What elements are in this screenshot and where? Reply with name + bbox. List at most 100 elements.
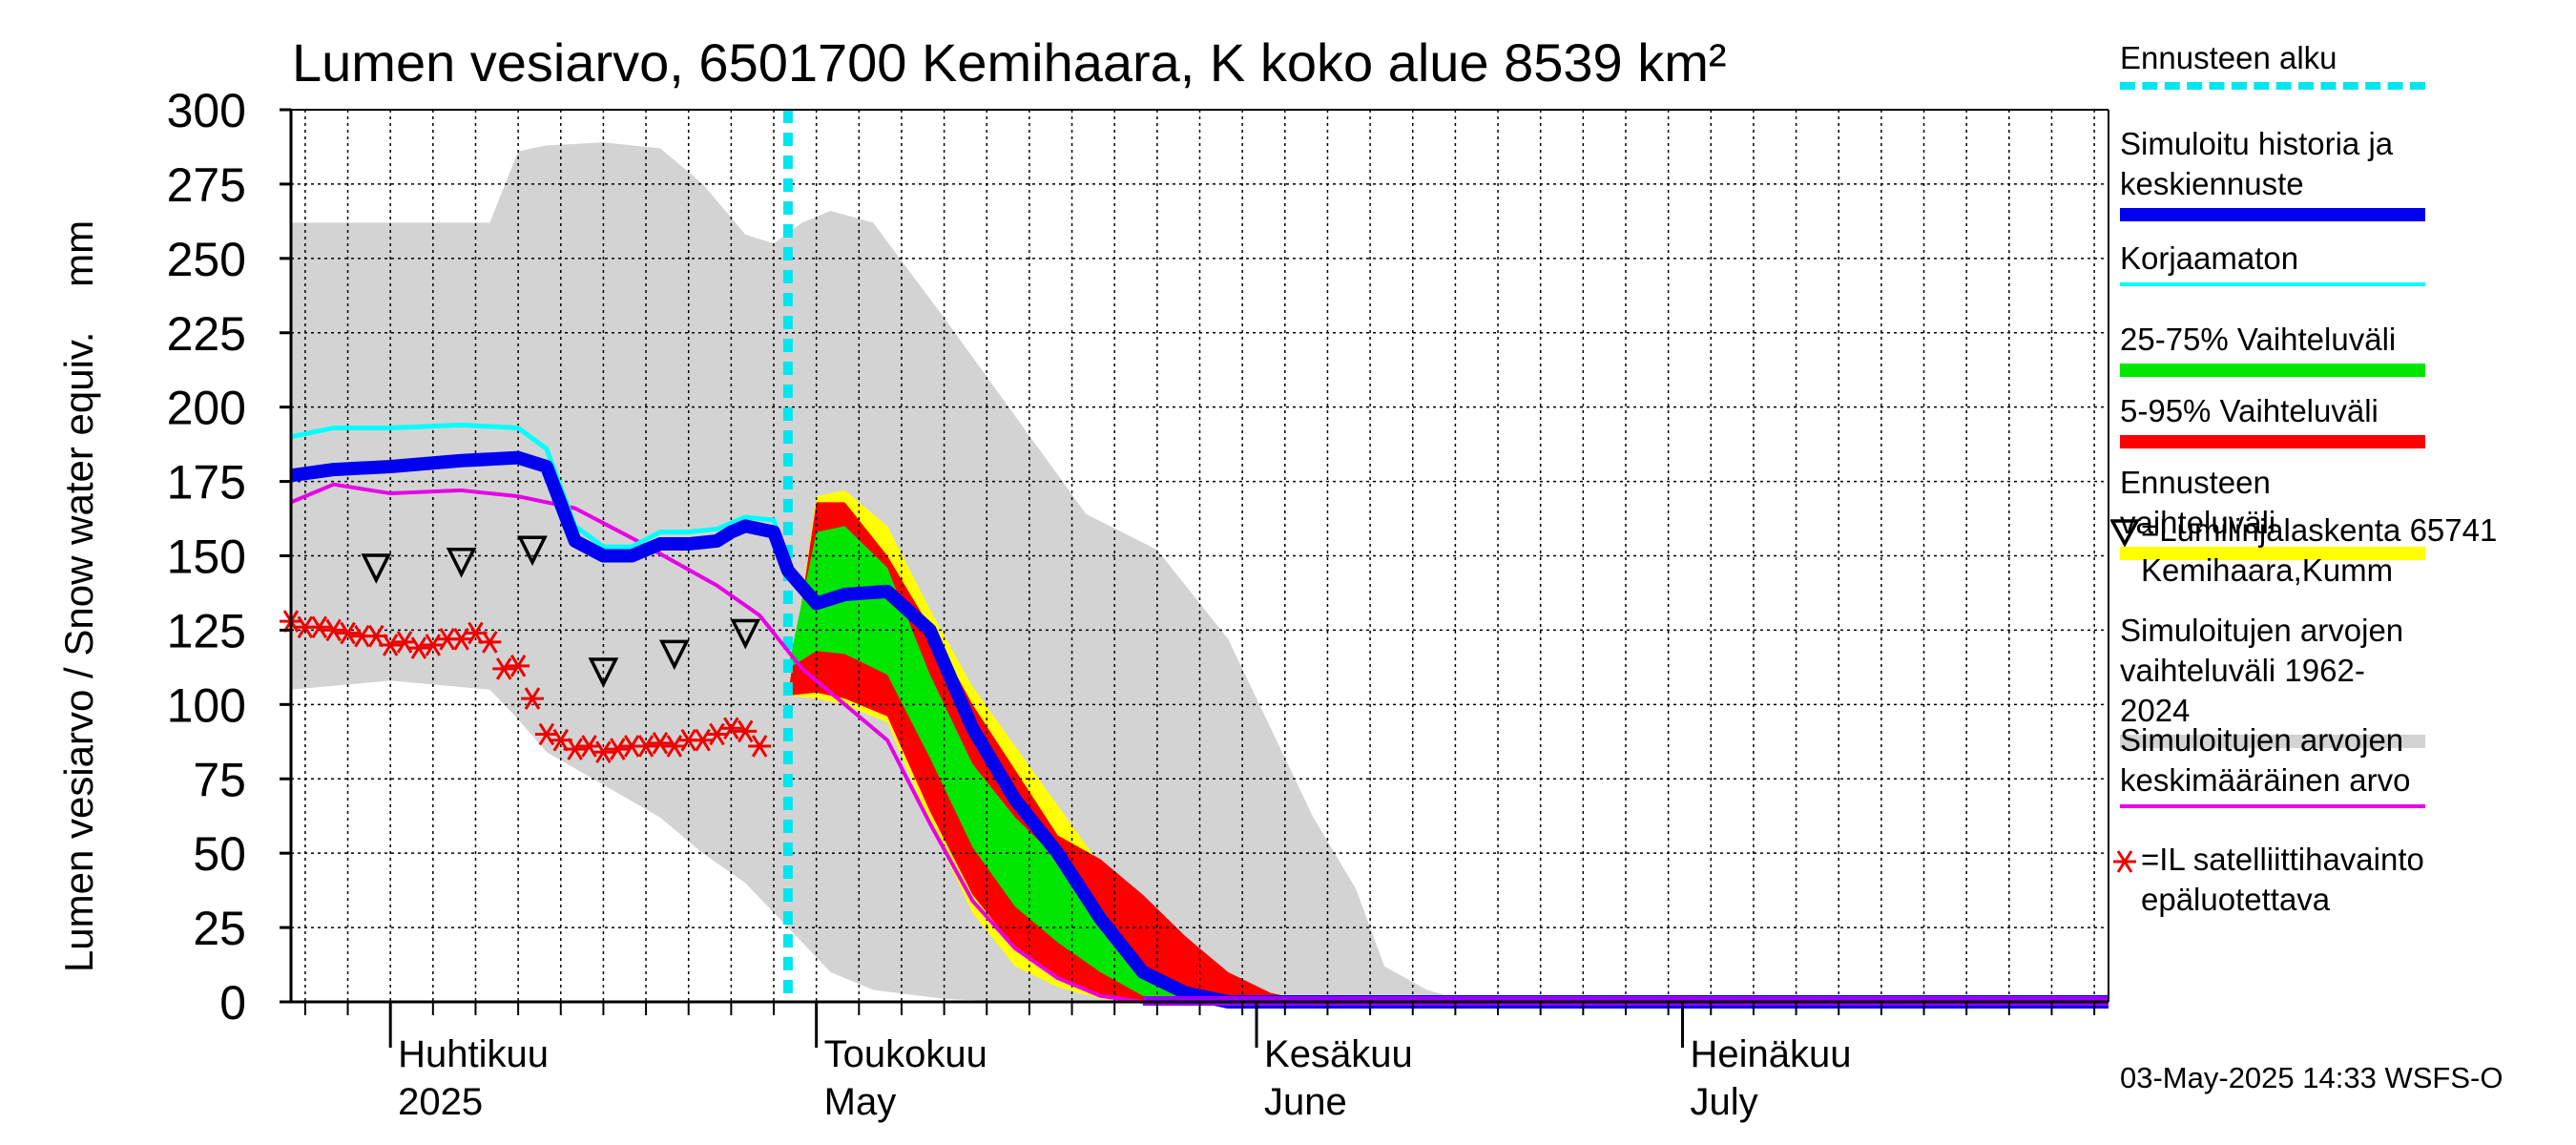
x-month-label-fi: Toukokuu [824,1033,987,1075]
x-month-label-fi: Heinäkuu [1691,1033,1852,1075]
y-tick-label: 275 [167,158,246,212]
star-stroke [482,631,498,654]
legend-item: Korjaamaton [2120,239,2540,286]
satellite-star-marker [307,615,331,639]
line-korjaamaton [290,422,791,563]
legend-swatch [2120,804,2425,808]
legend-item: 25-75% Vaihteluväli [2120,320,2540,377]
star-stroke [652,732,669,755]
y-tick-label: 50 [193,827,246,881]
snow-course-marker [659,639,690,671]
star-stroke [610,738,626,760]
band-simuloitujen-arvojen-vaihteluv-li-1962-2024 [291,142,2109,1003]
star-stroke [439,627,455,651]
legend-item: Ennusteen vaihteluväli [2120,463,2540,560]
x-month-label-fi: Kesäkuu [1264,1033,1413,1075]
legend-item: =Lumilinjalaskenta 65741 Kemihaara,Kumm [2110,510,2540,591]
snow-course-marker [588,657,619,688]
y-tick-label: 0 [219,976,246,1030]
line-simuloitu-historia-ja-keskiennuste [290,450,2109,1009]
legend-item: 5-95% Vaihteluväli [2120,391,2540,448]
legend-label: Ennusteen vaihteluväli [2120,465,2276,540]
star-stroke [595,740,612,764]
legend-swatch [2120,282,2425,286]
legend-label: 25-75% Vaihteluväli [2120,322,2397,357]
chart-title: Lumen vesiarvo, 6501700 Kemihaara, K kok… [292,32,1727,93]
triangle-icon [2110,519,2139,547]
star-stroke [680,728,696,752]
star-stroke [311,615,328,639]
star-stroke [524,687,541,710]
star-stroke [567,738,583,760]
star-stroke [495,657,512,680]
satellite-star-marker [719,717,743,740]
snow-course-marker [446,547,477,578]
line-simuloitujen-arvojen-keskim-r-inen-arvo [290,482,2109,1004]
y-tick-label: 150 [167,531,246,584]
legend-swatch [2120,735,2425,748]
legend-item: Simuloitu historia ja keskiennuste [2120,124,2540,221]
satellite-star-marker [492,657,516,680]
satellite-star-marker [748,735,772,758]
star-stroke [751,735,768,758]
legend-label: Simuloitujen arvojen keskimääräinen arvo [2120,722,2411,798]
y-tick-label: 125 [167,604,246,657]
satellite-star-marker [379,634,403,656]
star-stroke [396,631,413,654]
legend-item: Simuloitujen arvojen vaihteluväli 1962-2… [2120,611,2540,748]
y-tick-label: 100 [167,678,246,732]
y-tick-label: 300 [167,84,246,137]
satellite-star-marker [606,738,630,760]
legend-item: Simuloitujen arvojen keskimääräinen arvo [2120,720,2540,808]
timestamp-footer: 03-May-2025 14:33 WSFS-O [2120,1061,2503,1094]
y-tick-label: 75 [193,753,246,806]
star-stroke [552,728,570,752]
star-stroke [737,719,754,743]
legend-label: Ennusteen alku [2120,40,2337,75]
x-month-label-en: June [1264,1081,1347,1123]
legend-swatch [2120,364,2425,377]
legend-swatch [2120,208,2425,221]
satellite-star-marker [592,740,615,764]
legend-label: Simuloitujen arvojen vaihteluväli 1962-2… [2120,613,2404,728]
star-stroke [623,735,640,758]
satellite-star-marker [507,655,530,677]
y-tick-label: 175 [167,456,246,510]
legend-item: =IL satelliittihavainto epäluotettava [2113,840,2540,920]
star-stroke [325,618,342,642]
observation-markers [280,535,772,764]
snow-course-marker [517,535,548,567]
legend-label: =IL satelliittihavainto epäluotettava [2141,842,2424,917]
legend-label: Simuloitu historia ja keskiennuste [2120,126,2394,201]
star-stroke [723,717,739,740]
star-stroke [410,636,427,659]
y-axis-label: Lumen vesiarvo / Snow water equiv. mm [56,220,101,972]
satellite-star-marker [336,621,360,645]
x-month-label-en: July [1691,1081,1758,1123]
star-stroke [340,621,356,645]
axes: 0 25 50 75 100 125 150 175 200 225 250 275 300 Huhtik… [167,84,2109,1123]
satellite-star-marker [406,636,430,659]
star-stroke [581,735,597,758]
legend-label: 5-95% Vaihteluväli [2120,393,2379,428]
satellite-star-marker [563,738,587,760]
x-month-label-fi: Huhtikuu [398,1033,549,1075]
legend-swatch [2120,547,2425,560]
star-stroke [382,634,399,656]
x-month-label-en: 2025 [398,1081,483,1123]
satellite-star-marker [734,719,758,743]
satellite-star-marker [322,618,345,642]
star-stroke [297,615,314,639]
y-tick-label: 25 [193,902,246,955]
star-stroke [637,735,654,758]
star-icon [2113,850,2136,873]
star-stroke [509,655,527,677]
snow-course-marker [361,553,392,584]
y-tick-label: 250 [167,233,246,286]
y-tick-label: 225 [167,307,246,361]
star-stroke [368,624,384,648]
satellite-star-marker [521,687,545,710]
satellite-star-marker [634,735,658,758]
star-stroke [354,624,370,648]
